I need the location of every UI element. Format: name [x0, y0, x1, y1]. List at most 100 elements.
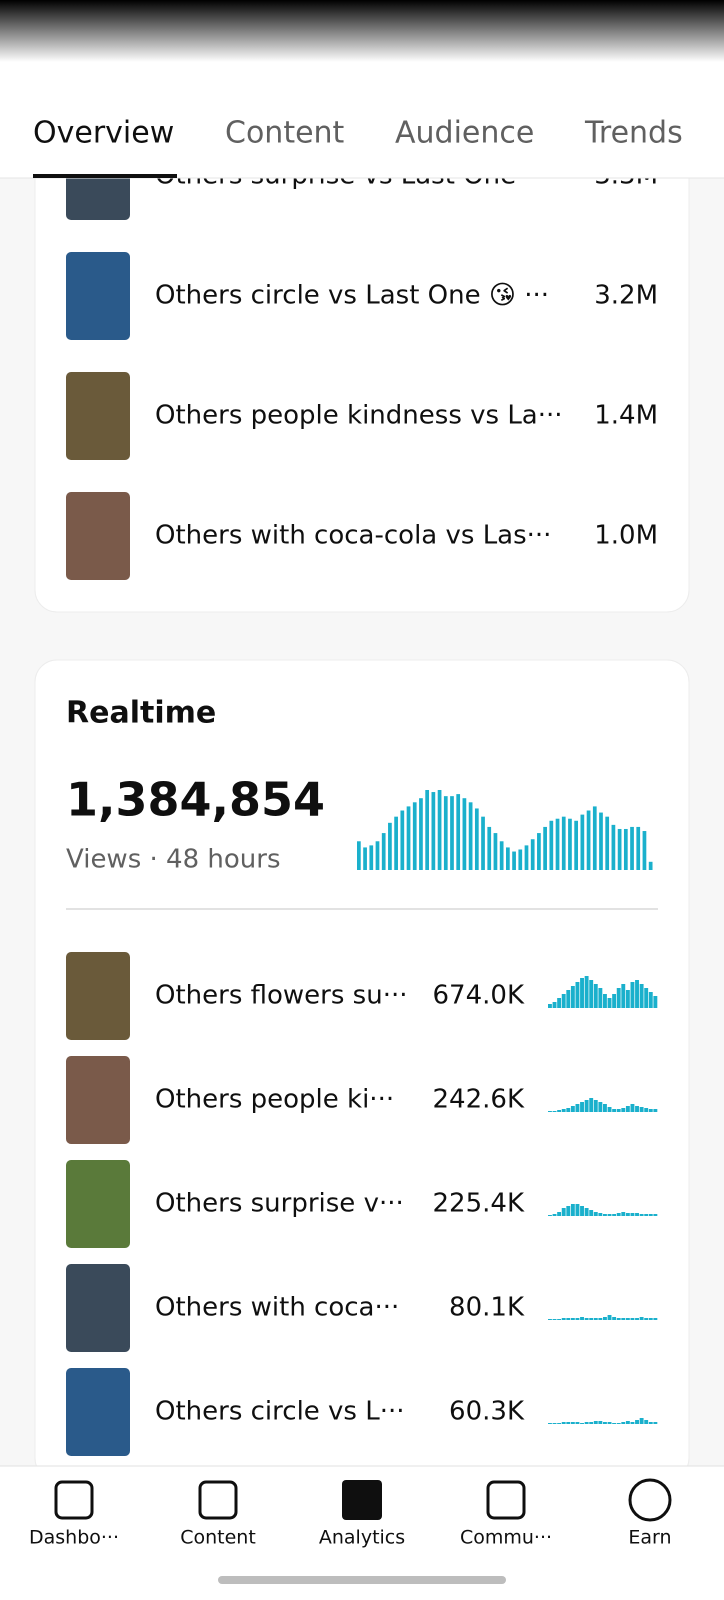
nav-icon	[54, 1480, 94, 1520]
nav-icon	[628, 1478, 672, 1522]
content: Realtime 1,384,854 Views · 48 hours Othe…	[34, 119, 690, 1481]
spark-bar	[625, 1213, 630, 1216]
spark-bar	[648, 1318, 653, 1320]
thumbnail	[66, 1056, 130, 1144]
video-title: Others with coca-cola vs Las···	[155, 521, 551, 551]
spark-bar	[598, 1318, 603, 1320]
chart-bar	[623, 828, 628, 870]
spark-bar	[644, 1108, 649, 1112]
spark-bar	[584, 1100, 589, 1112]
spark-bar	[639, 1214, 644, 1216]
spark-bar	[584, 976, 589, 1008]
realtime-row[interactable]: Others flowers su··· 674.0K	[66, 952, 658, 1040]
spark-bar	[630, 1213, 635, 1216]
realtime-title: Realtime	[66, 696, 216, 731]
tab[interactable]: Content	[225, 116, 345, 151]
video-views: 225.4K	[433, 1189, 525, 1219]
spark-bar	[598, 1102, 603, 1112]
realtime-row[interactable]: Others surprise v··· 225.4K	[66, 1160, 658, 1248]
thumbnail	[66, 952, 130, 1040]
nav-label: Dashbo···	[29, 1527, 119, 1549]
video-title: Others surprise v···	[155, 1189, 404, 1219]
spark-bar	[603, 1317, 607, 1320]
spark-bar	[566, 1206, 571, 1216]
chart-bar	[636, 826, 641, 870]
video-views: 80.1K	[449, 1293, 525, 1323]
spark-bar	[570, 1318, 575, 1320]
spark-bar	[575, 1104, 580, 1112]
home-indicator	[218, 1576, 506, 1584]
spark-bar	[630, 982, 635, 1008]
spark-bar	[598, 988, 603, 1008]
spark-bar	[580, 1206, 584, 1216]
spark-bar	[621, 1212, 626, 1216]
chart-bar	[580, 814, 585, 870]
chart-bar	[648, 861, 653, 870]
spark-bar	[616, 988, 621, 1008]
spark-bar	[557, 1212, 562, 1216]
nav-item[interactable]: Earn	[628, 1478, 672, 1549]
tab[interactable]: Overview	[33, 116, 174, 151]
tab-indicator	[33, 174, 177, 178]
realtime-row[interactable]: Others with coca··· 80.1K	[66, 1264, 658, 1352]
nav-item[interactable]: Content	[180, 1480, 256, 1549]
chart-bar	[456, 794, 461, 870]
video-title: Others circle vs L···	[155, 1397, 405, 1427]
spark-bar	[621, 1422, 626, 1424]
spark-bar	[653, 1318, 658, 1320]
spark-bar	[639, 1107, 644, 1112]
spark-bar	[593, 984, 598, 1008]
content-row[interactable]: Others circle vs Last One 😘 ··· 3.2M	[66, 252, 658, 340]
chart-bar	[381, 833, 386, 870]
spark-bar	[570, 1204, 575, 1216]
spark-bar	[603, 1214, 607, 1216]
spark-bar	[648, 1214, 653, 1216]
spark-bar	[548, 1215, 552, 1216]
nav-label: Commu···	[460, 1527, 552, 1549]
spark-bar	[548, 1004, 552, 1008]
chart-bar	[419, 798, 423, 870]
tab[interactable]: Audience	[395, 116, 534, 151]
realtime-row[interactable]: Others people ki··· 242.6K	[66, 1056, 658, 1144]
chart-bar	[369, 845, 374, 870]
spark-bar	[635, 1318, 639, 1320]
spark-bar	[566, 1108, 571, 1112]
spark-bar	[648, 1422, 653, 1424]
realtime-row[interactable]: Others circle vs L··· 60.3K	[66, 1368, 658, 1456]
video-title: Others flowers su···	[155, 981, 408, 1011]
chart-bar	[487, 826, 492, 870]
chart-bar	[474, 808, 479, 870]
spark-bar	[552, 1111, 557, 1112]
content-row[interactable]: Others people kindness vs La··· 1.4M	[66, 372, 658, 460]
chart-bar	[481, 816, 485, 870]
spark-bar	[653, 996, 658, 1008]
spark-bar	[584, 1208, 589, 1216]
spark-bar	[607, 1315, 612, 1320]
spark-bar	[621, 1108, 626, 1112]
content-row[interactable]: Others with coca-cola vs Las··· 1.0M	[66, 492, 658, 580]
spark-bar	[625, 1318, 630, 1320]
tab[interactable]: Trends	[584, 116, 683, 151]
spark-bar	[603, 1104, 607, 1112]
chart-bar	[375, 841, 380, 870]
thumbnail	[66, 1264, 130, 1352]
spark-bar	[616, 1109, 621, 1112]
video-views: 1.4M	[594, 401, 658, 431]
spark-bar	[625, 1421, 630, 1424]
spark-bar	[635, 1213, 639, 1216]
nav-item[interactable]: Commu···	[460, 1480, 552, 1549]
chart-bar	[630, 826, 634, 870]
nav-item[interactable]: Dashbo···	[29, 1480, 119, 1549]
realtime-caption: Views · 48 hours	[66, 845, 281, 875]
spark-bar	[612, 1214, 617, 1216]
spark-bar	[552, 1319, 557, 1320]
thumbnail	[66, 252, 130, 340]
chart-bar	[586, 810, 591, 870]
nav-item[interactable]: Analytics	[319, 1480, 405, 1549]
spark-bar	[653, 1109, 658, 1112]
spark-bar	[630, 1104, 635, 1112]
chart-bar	[462, 798, 467, 870]
spark-bar	[635, 1420, 639, 1424]
chart-bar	[406, 806, 411, 870]
